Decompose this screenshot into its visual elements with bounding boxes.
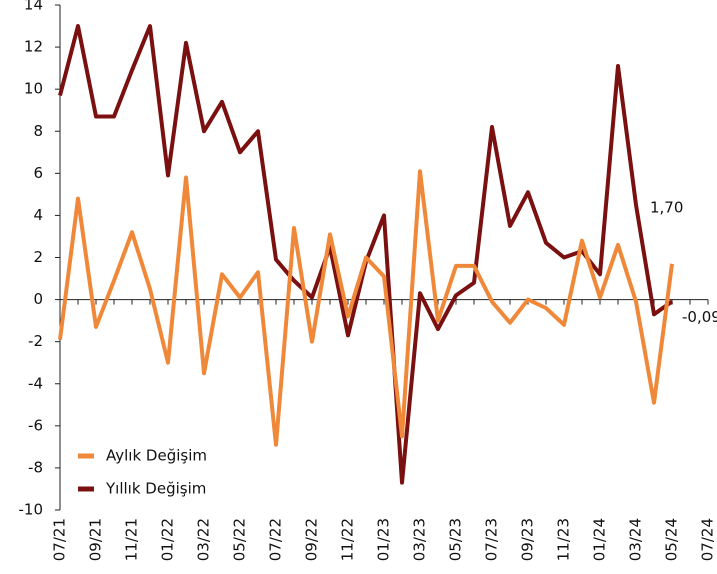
- y-tick-label: 10: [24, 80, 43, 98]
- x-tick-label: 09/21: [87, 518, 105, 561]
- x-tick-label: 05/22: [231, 518, 249, 561]
- x-tick-label: 07/23: [483, 518, 501, 561]
- value-label: 1,70: [650, 198, 683, 216]
- x-tick-label: 07/22: [267, 518, 285, 561]
- legend-label: Aylık Değişim: [106, 447, 207, 465]
- legend-label: Yıllık Değişim: [105, 480, 206, 498]
- x-tick-label: 01/22: [159, 518, 177, 561]
- x-tick-label: 05/23: [447, 518, 465, 561]
- y-tick-label: 6: [33, 164, 43, 182]
- y-tick-label: -4: [28, 374, 43, 392]
- value-label: -0,09: [682, 308, 717, 326]
- y-tick-label: 0: [33, 290, 43, 308]
- x-tick-label: 07/21: [51, 518, 69, 561]
- x-tick-label: 01/23: [375, 518, 393, 561]
- y-tick-label: 8: [33, 122, 43, 140]
- x-tick-label: 03/23: [411, 518, 429, 561]
- y-tick-label: 12: [24, 38, 43, 56]
- y-tick-label: -8: [28, 458, 43, 476]
- x-tick-label: 07/24: [699, 518, 717, 561]
- x-tick-label: 05/24: [663, 518, 681, 561]
- x-tick-label: 09/23: [519, 518, 537, 561]
- x-tick-label: 11/23: [555, 518, 573, 561]
- x-tick-label: 03/22: [195, 518, 213, 561]
- y-tick-label: 4: [33, 206, 43, 224]
- y-tick-label: 14: [24, 0, 43, 14]
- x-tick-label: 11/21: [123, 518, 141, 561]
- x-tick-label: 09/22: [303, 518, 321, 561]
- y-tick-label: -10: [19, 501, 44, 519]
- y-tick-label: -2: [28, 332, 43, 350]
- y-tick-label: -6: [28, 416, 43, 434]
- x-tick-label: 01/24: [591, 518, 609, 561]
- series-line: [58, 169, 674, 447]
- y-tick-label: 2: [33, 248, 43, 266]
- x-tick-label: 11/22: [339, 518, 357, 561]
- x-tick-label: 03/24: [627, 518, 645, 561]
